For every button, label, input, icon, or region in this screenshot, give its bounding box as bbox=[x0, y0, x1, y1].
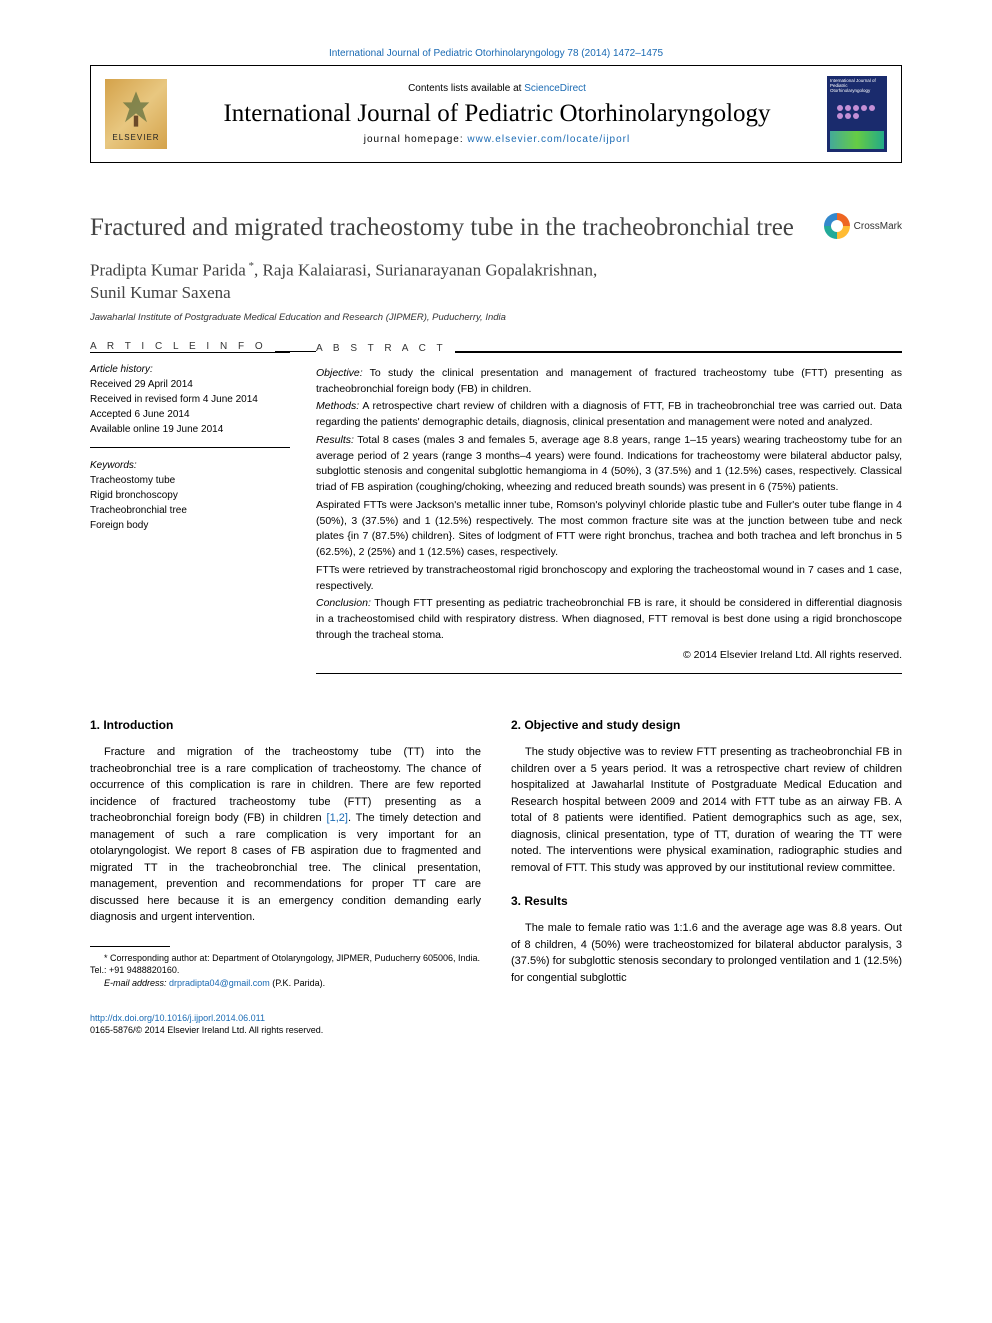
doi-block: http://dx.doi.org/10.1016/j.ijporl.2014.… bbox=[90, 1012, 902, 1037]
journal-homepage: journal homepage: www.elsevier.com/locat… bbox=[181, 134, 813, 145]
citation-link[interactable]: [1,2] bbox=[327, 812, 348, 824]
homepage-label: journal homepage: bbox=[364, 134, 468, 145]
keywords-block: Keywords: Tracheostomy tube Rigid bronch… bbox=[90, 458, 290, 543]
keywords-label: Keywords: bbox=[90, 460, 137, 471]
keyword: Foreign body bbox=[90, 520, 148, 531]
footnote-rule bbox=[90, 946, 170, 947]
email-footnote: E-mail address: drpradipta04@gmail.com (… bbox=[90, 977, 481, 990]
methods-text: A retrospective chart review of children… bbox=[316, 400, 902, 428]
abstract-body: Objective: To study the clinical present… bbox=[316, 366, 902, 675]
header-citation: International Journal of Pediatric Otorh… bbox=[90, 48, 902, 59]
conclusion-text: Though FTT presenting as pediatric trach… bbox=[316, 597, 902, 641]
right-column: 2. Objective and study design The study … bbox=[511, 716, 902, 989]
doi-link[interactable]: http://dx.doi.org/10.1016/j.ijporl.2014.… bbox=[90, 1013, 265, 1023]
email-label: E-mail address: bbox=[104, 978, 169, 988]
article-title: Fractured and migrated tracheostomy tube… bbox=[90, 213, 902, 243]
keyword: Tracheostomy tube bbox=[90, 475, 175, 486]
article-info-column: A R T I C L E I N F O Article history: R… bbox=[90, 352, 290, 675]
homepage-link[interactable]: www.elsevier.com/locate/ijporl bbox=[467, 134, 630, 145]
sciencedirect-link[interactable]: ScienceDirect bbox=[524, 83, 586, 94]
results-text-3: FTTs were retrieved by transtracheostoma… bbox=[316, 563, 902, 595]
history-line: Received in revised form 4 June 2014 bbox=[90, 394, 258, 405]
objective-text: To study the clinical presentation and m… bbox=[316, 367, 902, 395]
section-3-paragraph: The male to female ratio was 1:1.6 and t… bbox=[511, 920, 902, 986]
cover-dots bbox=[837, 105, 877, 119]
section-1-paragraph: Fracture and migration of the tracheosto… bbox=[90, 744, 481, 926]
section-2-heading: 2. Objective and study design bbox=[511, 716, 902, 734]
results-text-1: Total 8 cases (males 3 and females 5, av… bbox=[316, 434, 902, 493]
history-line: Accepted 6 June 2014 bbox=[90, 409, 190, 420]
keyword: Rigid bronchoscopy bbox=[90, 490, 178, 501]
info-abstract-row: A R T I C L E I N F O Article history: R… bbox=[90, 351, 902, 675]
header-center: Contents lists available at ScienceDirec… bbox=[181, 83, 813, 145]
abstract-column: A B S T R A C T Objective: To study the … bbox=[316, 352, 902, 675]
cover-title: International Journal ofPediatric Otorhi… bbox=[830, 79, 884, 94]
crossmark-label: CrossMark bbox=[854, 221, 902, 232]
crossmark-icon bbox=[824, 213, 850, 239]
article-info-heading: A R T I C L E I N F O bbox=[90, 341, 275, 352]
keyword: Tracheobronchial tree bbox=[90, 505, 187, 516]
authors-list: Pradipta Kumar Parida *, Raja Kalaiarasi… bbox=[90, 259, 902, 304]
objective-label: Objective: bbox=[316, 367, 363, 379]
left-column: 1. Introduction Fracture and migration o… bbox=[90, 716, 481, 989]
abstract-heading: A B S T R A C T bbox=[316, 341, 455, 356]
corresponding-footnote: * Corresponding author at: Department of… bbox=[90, 952, 481, 977]
history-label: Article history: bbox=[90, 364, 153, 375]
section-2-paragraph: The study objective was to review FTT pr… bbox=[511, 744, 902, 876]
results-text-2: Aspirated FTTs were Jackson's metallic i… bbox=[316, 498, 902, 561]
results-label: Results: bbox=[316, 434, 354, 446]
history-line: Received 29 April 2014 bbox=[90, 379, 193, 390]
cover-map bbox=[830, 131, 884, 149]
journal-name: International Journal of Pediatric Otorh… bbox=[181, 100, 813, 128]
journal-header-box: ELSEVIER Contents lists available at Sci… bbox=[90, 65, 902, 163]
header-citation-link[interactable]: International Journal of Pediatric Otorh… bbox=[329, 48, 663, 59]
body-two-columns: 1. Introduction Fracture and migration o… bbox=[90, 716, 902, 989]
section-1-heading: 1. Introduction bbox=[90, 716, 481, 734]
affiliation: Jawaharlal Institute of Postgraduate Med… bbox=[90, 312, 902, 323]
contents-line: Contents lists available at ScienceDirec… bbox=[181, 83, 813, 94]
elsevier-logo: ELSEVIER bbox=[105, 79, 167, 149]
email-suffix: (P.K. Parida). bbox=[270, 978, 325, 988]
section-3-heading: 3. Results bbox=[511, 892, 902, 910]
history-line: Available online 19 June 2014 bbox=[90, 424, 223, 435]
conclusion-label: Conclusion: bbox=[316, 597, 371, 609]
tree-icon bbox=[114, 87, 158, 131]
contents-text: Contents lists available at bbox=[408, 83, 524, 94]
history-block: Article history: Received 29 April 2014 … bbox=[90, 362, 290, 448]
email-link[interactable]: drpradipta04@gmail.com bbox=[169, 978, 270, 988]
s1-text-b: . The timely detection and management of… bbox=[90, 812, 481, 923]
crossmark-badge[interactable]: CrossMark bbox=[824, 213, 902, 239]
journal-cover-thumbnail: International Journal ofPediatric Otorhi… bbox=[827, 76, 887, 152]
methods-label: Methods: bbox=[316, 400, 359, 412]
issn-line: 0165-5876/© 2014 Elsevier Ireland Ltd. A… bbox=[90, 1025, 323, 1035]
elsevier-logo-text: ELSEVIER bbox=[112, 133, 159, 142]
abstract-copyright: © 2014 Elsevier Ireland Ltd. All rights … bbox=[316, 648, 902, 664]
